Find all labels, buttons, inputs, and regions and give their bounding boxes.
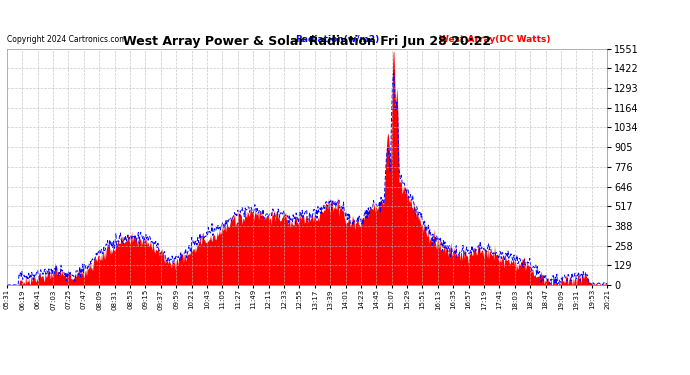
Text: Copyright 2024 Cartronics.com: Copyright 2024 Cartronics.com bbox=[7, 35, 126, 44]
Text: Radiation(w/m2): Radiation(w/m2) bbox=[295, 35, 380, 44]
Title: West Array Power & Solar Radiation Fri Jun 28 20:22: West Array Power & Solar Radiation Fri J… bbox=[123, 34, 491, 48]
Text: West Array(DC Watts): West Array(DC Watts) bbox=[439, 35, 551, 44]
